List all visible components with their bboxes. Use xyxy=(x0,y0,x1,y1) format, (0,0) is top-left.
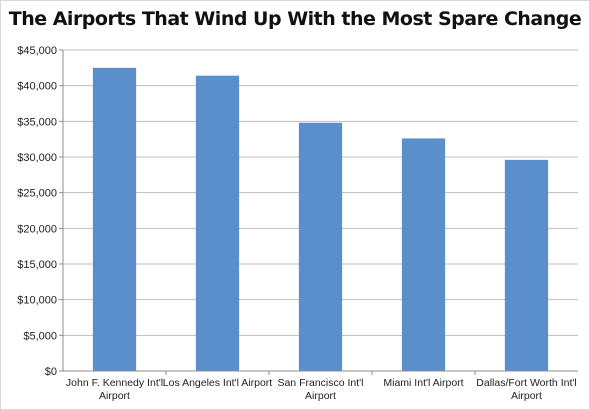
y-tick-label: $10,000 xyxy=(17,295,57,307)
bar xyxy=(504,159,549,371)
x-tick-label: Los Angeles Int'l Airport xyxy=(163,377,272,389)
y-axis: $0 $5,000 $10,000 $15,000 $20,000 $25,000 $30,… xyxy=(17,45,64,378)
y-tick-label: $40,000 xyxy=(17,81,57,93)
bar xyxy=(92,67,137,371)
x-tick-label: San Francisco Int'l Airport xyxy=(277,377,363,402)
x-tick-label: John F. Kennedy Int'l Airport xyxy=(66,377,163,402)
y-tick-label: $45,000 xyxy=(17,45,57,57)
x-tick-label: Miami Int'l Airport xyxy=(383,377,463,389)
y-tick-label: $35,000 xyxy=(17,116,57,128)
y-tick-label: $15,000 xyxy=(17,259,57,271)
y-tick-label: $25,000 xyxy=(17,188,57,200)
bar xyxy=(401,138,446,371)
y-tick-label: $5,000 xyxy=(23,330,57,342)
bars xyxy=(92,67,549,372)
y-tick-label: $30,000 xyxy=(17,152,57,164)
y-tick-label: $0 xyxy=(45,366,57,378)
y-tick-label: $20,000 xyxy=(17,223,57,235)
bar xyxy=(298,122,343,371)
x-tick-label: Dallas/Fort Worth Int'l Airport xyxy=(476,377,576,402)
chart-title: The Airports That Wind Up With the Most … xyxy=(8,8,582,30)
bar xyxy=(195,75,240,372)
